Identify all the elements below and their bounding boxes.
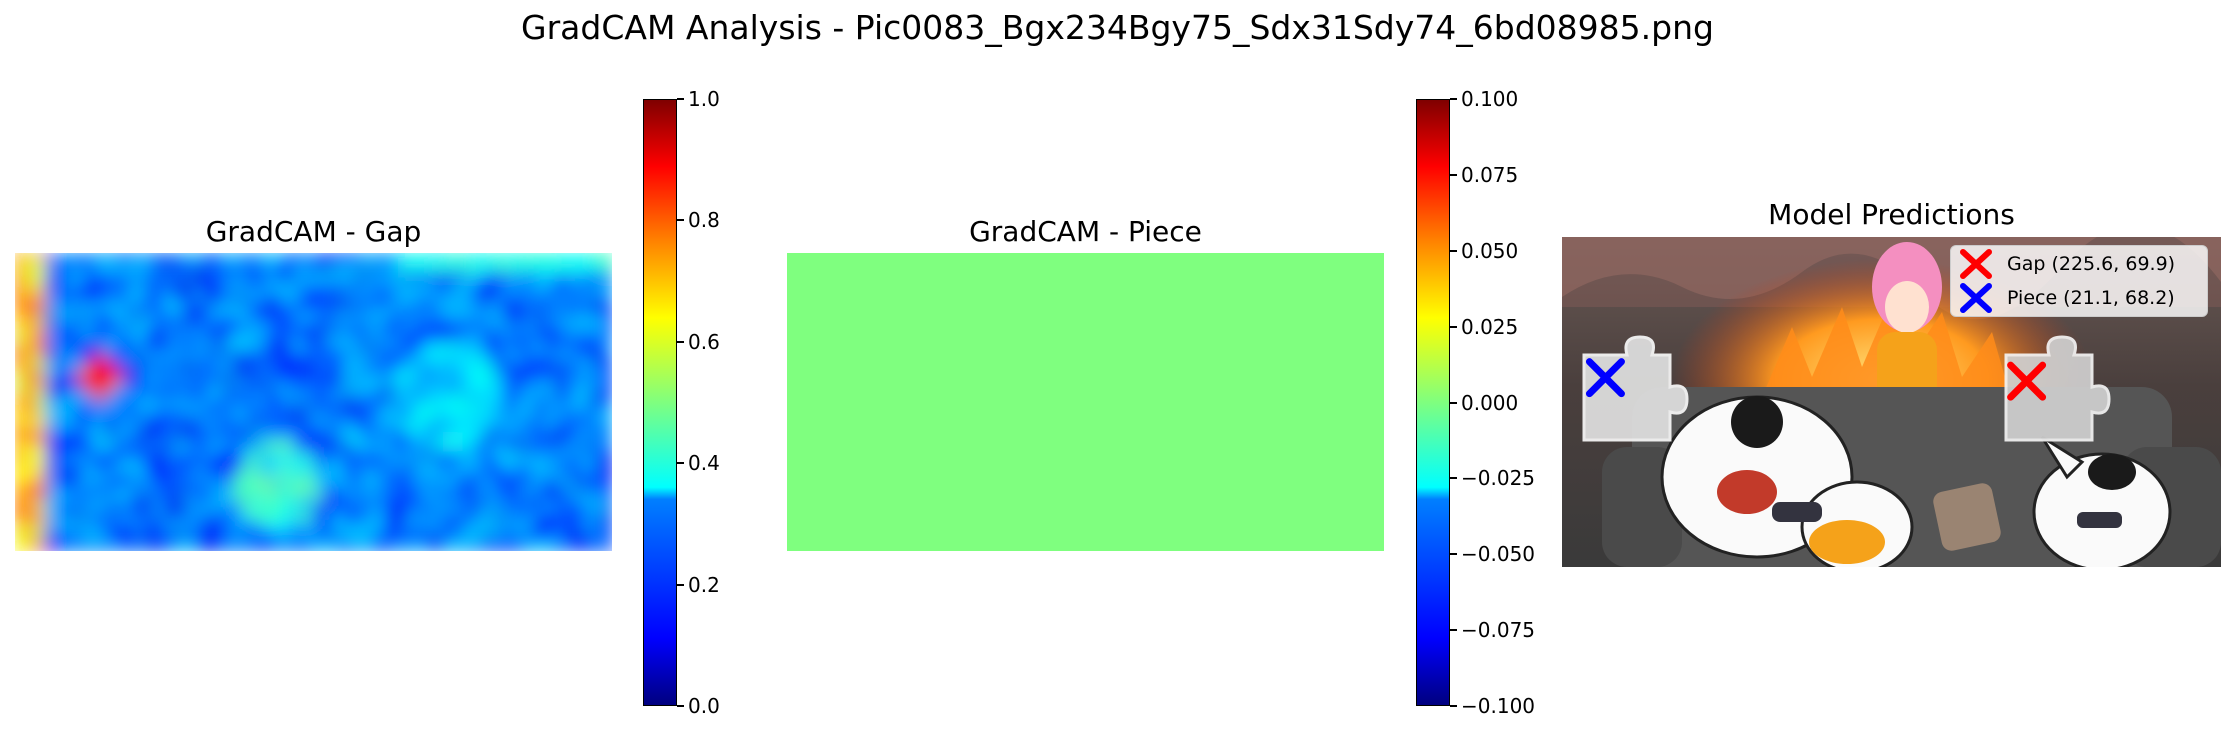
gap-heatmap-title: GradCAM - Gap [205,215,422,248]
gap-prediction-marker [2007,361,2047,401]
piece-colorbar-tick-mark [1450,249,1457,252]
piece-colorbar-tick-label: 0.025 [1461,314,1519,339]
gap-colorbar-tick-mark [677,340,684,343]
gap-colorbar-tick-mark [677,219,684,222]
gap-colorbar [643,99,677,706]
gap-colorbar-tick-label: 0.2 [688,572,720,597]
legend-piece-label: Piece (21.1, 68.2) [2007,287,2175,309]
piece-colorbar-tick-mark [1450,325,1457,328]
figure-title: GradCAM Analysis - Pic0083_Bgx234Bgy75_S… [521,8,1714,47]
piece-colorbar-tick-mark [1450,98,1457,100]
piece-colorbar-tick-label: 0.100 [1461,87,1519,111]
gap-colorbar-tick-mark [677,98,684,100]
piece-colorbar-tick-label: −0.100 [1461,694,1536,718]
piece-heatmap [787,253,1384,551]
legend-gap-label: Gap (225.6, 69.9) [2007,253,2176,275]
piece-marker-legend-icon [1960,283,1992,313]
piece-colorbar-tick-mark [1450,477,1457,480]
gap-colorbar-tick-label: 1.0 [688,87,720,111]
piece-colorbar-tick-mark [1450,401,1457,404]
piece-prediction-marker [1585,358,1625,398]
gap-heatmap [15,253,613,552]
piece-colorbar-tick-mark [1450,173,1457,176]
gap-marker-legend-icon [1960,249,1992,279]
piece-colorbar [1416,99,1450,706]
gap-colorbar-tick-label: 0.6 [688,329,720,354]
gap-colorbar-tick-mark [677,462,684,465]
gap-colorbar-tick-mark [677,705,684,707]
gap-colorbar-tick-mark [677,583,684,586]
piece-colorbar-tick-label: −0.075 [1461,618,1536,643]
piece-colorbar-tick-mark [1450,553,1457,556]
predictions-title: Model Predictions [1768,198,2015,231]
predictions-legend: Gap (225.6, 69.9) Piece (21.1, 68.2) [1950,245,2208,317]
piece-colorbar-tick-label: 0.050 [1461,238,1519,263]
piece-colorbar-tick-mark [1450,705,1457,707]
piece-colorbar-tick-label: 0.000 [1461,390,1519,415]
gap-colorbar-tick-label: 0.8 [688,208,720,233]
piece-colorbar-tick-label: −0.050 [1461,542,1536,567]
gap-colorbar-tick-label: 0.4 [688,451,720,476]
gap-colorbar-tick-label: 0.0 [688,694,720,718]
piece-colorbar-tick-mark [1450,629,1457,632]
piece-colorbar-tick-label: −0.025 [1461,466,1536,491]
piece-heatmap-title: GradCAM - Piece [969,215,1202,248]
piece-colorbar-tick-label: 0.075 [1461,162,1519,187]
